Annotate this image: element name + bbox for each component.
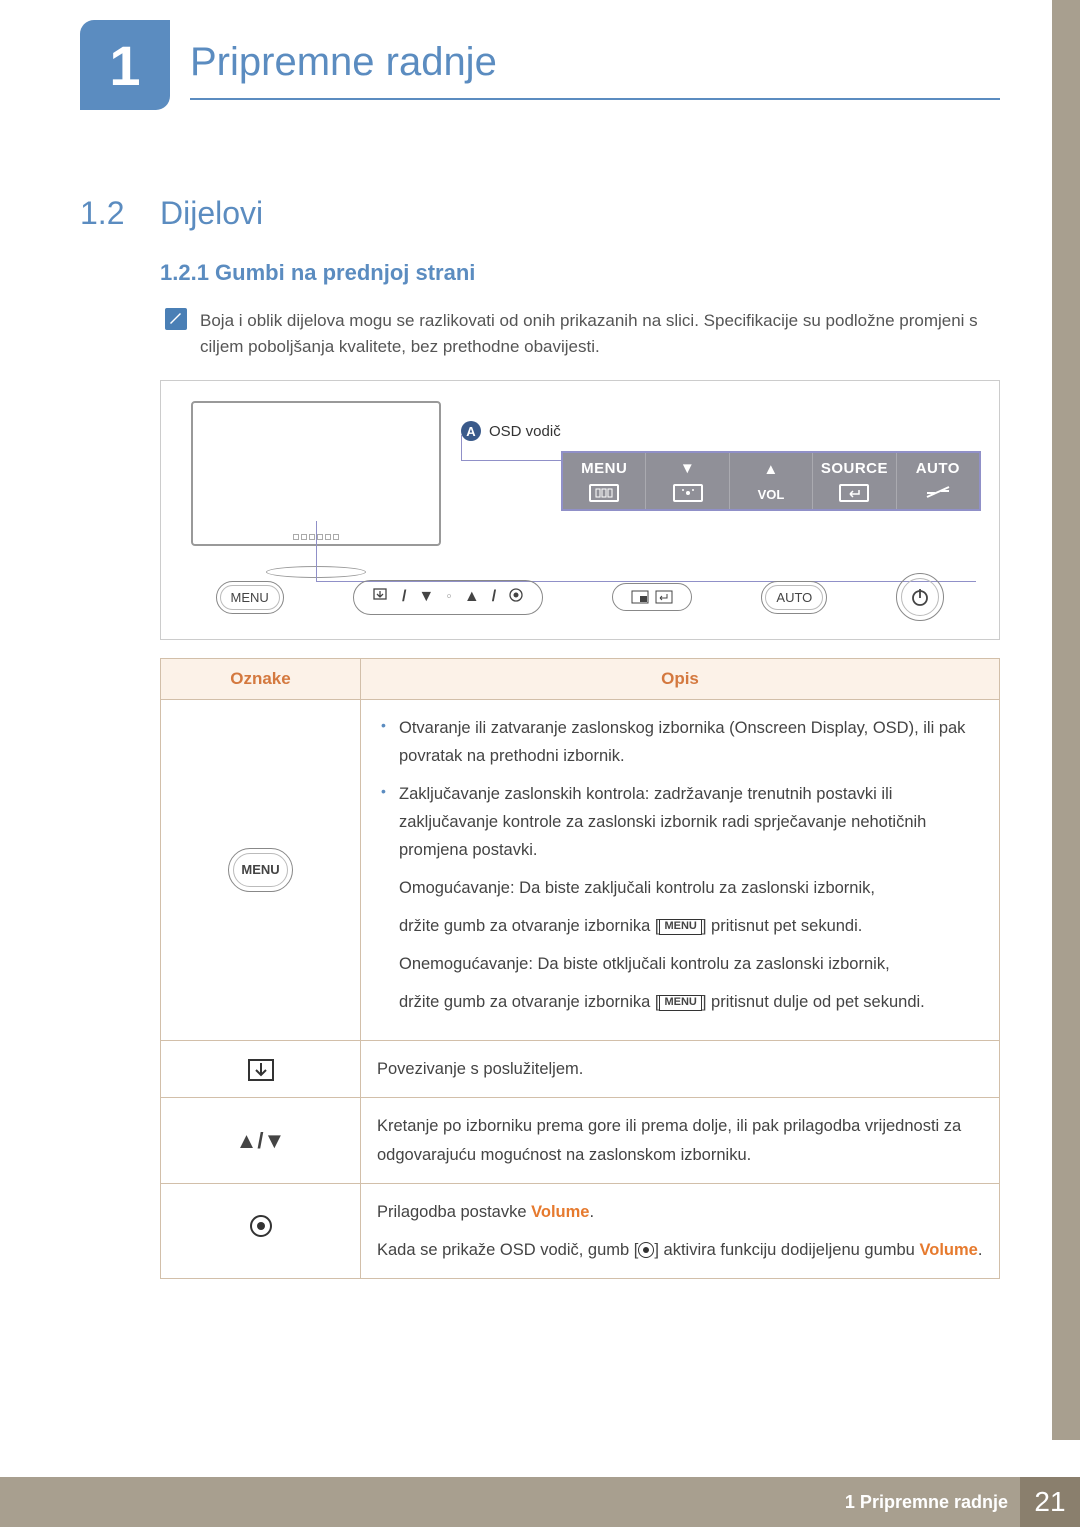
note-text: Boja i oblik dijelova mogu se razlikovat… (200, 308, 990, 359)
table-header-opis: Opis (361, 659, 1000, 700)
inline-circle-icon (638, 1242, 654, 1258)
connect-down-icon (372, 587, 390, 608)
front-panel-diagram: A OSD vodič MENU ▼ ▲ VOL SOURCE (160, 380, 1000, 640)
auto-slash-icon (925, 485, 951, 502)
volume-label: Volume (531, 1203, 589, 1221)
triangle-up-icon: ▲ (464, 588, 480, 606)
osd-source-label: SOURCE (821, 460, 888, 477)
table-row: MENU Otvaranje ili zatvaranje zaslonskog… (161, 700, 1000, 1041)
brightness-icon (673, 484, 703, 502)
menu-bullet-2: Zaključavanje zaslonskih kontrola: zadrž… (377, 780, 983, 1016)
osd-auto-label: AUTO (916, 460, 960, 477)
menu-desc-cell: Otvaranje ili zatvaranje zaslonskog izbo… (361, 700, 1000, 1041)
physical-button-row: MENU / ▼ ◦ ▲ / AUTO (161, 569, 999, 625)
osd-auto-col: AUTO (897, 453, 979, 509)
table-row: Povezivanje s poslužiteljem. (161, 1041, 1000, 1098)
footer-bar: 1 Pripremne radnje 21 (0, 1477, 1080, 1527)
nav-button-group[interactable]: / ▼ ◦ ▲ / (353, 580, 543, 615)
menu-icon-cell: MENU (161, 700, 361, 1041)
enter-icon (839, 484, 869, 502)
connect-icon-cell (161, 1041, 361, 1098)
section-title: Dijelovi (160, 195, 263, 232)
triangle-down-icon: ▼ (418, 588, 434, 606)
osd-vol-label: VOL (758, 487, 785, 502)
updown-icon-cell: ▲/▼ (161, 1098, 361, 1183)
inline-menu-icon: MENU (659, 995, 701, 1010)
connect-desc-cell: Povezivanje s poslužiteljem. (361, 1041, 1000, 1098)
inline-menu-icon: MENU (659, 919, 701, 934)
side-stripe (1052, 0, 1080, 1440)
table-row: Prilagodba postavke Volume. Kada se prik… (161, 1183, 1000, 1278)
osd-up-arrow: ▲ (763, 461, 778, 478)
menu-bullet-1: Otvaranje ili zatvaranje zaslonskog izbo… (377, 714, 983, 770)
menu-bars-icon (589, 484, 619, 502)
table-header-oznake: Oznake (161, 659, 361, 700)
chapter-header: 1 Pripremne radnje (80, 20, 1080, 110)
volume-desc-cell: Prilagodba postavke Volume. Kada se prik… (361, 1183, 1000, 1278)
pip-icon (631, 590, 649, 604)
note-icon (165, 308, 187, 330)
volume-label: Volume (919, 1241, 977, 1259)
volume-icon-cell (161, 1183, 361, 1278)
menu-button-icon: MENU (228, 848, 292, 892)
osd-panel: MENU ▼ ▲ VOL SOURCE AUTO (561, 451, 981, 511)
footer-chapter-label: 1 Pripremne radnje (845, 1492, 1008, 1513)
enter-small-icon (655, 590, 673, 604)
menu-button[interactable]: MENU (216, 581, 284, 614)
record-circle-icon (248, 1225, 274, 1243)
osd-source-col: SOURCE (813, 453, 896, 509)
subsection-title: 1.2.1 Gumbi na prednjoj strani (160, 260, 475, 286)
description-table: Oznake Opis MENU Otvaranje ili zatvaranj… (160, 658, 1000, 1279)
osd-up-col: ▲ VOL (730, 453, 813, 509)
osd-menu-label: MENU (581, 460, 627, 477)
connect-arrow-icon (246, 1060, 276, 1078)
osd-down-col: ▼ (646, 453, 729, 509)
osd-menu-col: MENU (563, 453, 646, 509)
power-button[interactable] (896, 573, 944, 621)
power-icon (909, 586, 931, 608)
section-number: 1.2 (80, 195, 124, 232)
auto-button[interactable]: AUTO (761, 581, 827, 614)
chapter-number-tab: 1 (80, 20, 170, 110)
header-rule (190, 98, 1000, 100)
source-button-group[interactable] (612, 583, 692, 611)
osd-down-arrow: ▼ (680, 460, 695, 477)
table-row: ▲/▼ Kretanje po izborniku prema gore ili… (161, 1098, 1000, 1183)
updown-desc-cell: Kretanje po izborniku prema gore ili pre… (361, 1098, 1000, 1183)
up-down-arrows-icon: ▲/▼ (236, 1128, 286, 1153)
dot-circle-icon (508, 587, 524, 608)
footer-page-number: 21 (1020, 1477, 1080, 1527)
connector-line (461, 435, 561, 461)
chapter-title: Pripremne radnje (190, 40, 497, 85)
